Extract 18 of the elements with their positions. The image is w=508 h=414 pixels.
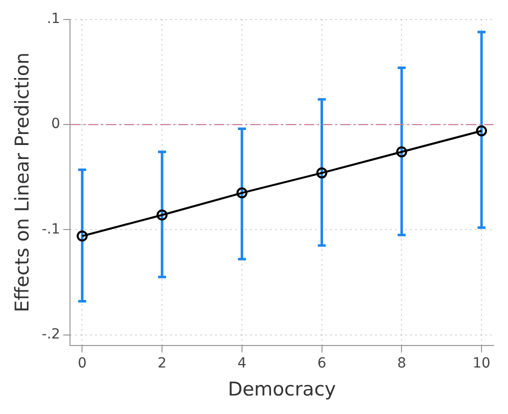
x-tick-label: 4: [237, 355, 246, 372]
point: [76, 230, 88, 242]
point: [156, 210, 168, 220]
x-tick-label: 8: [397, 355, 406, 372]
x-axis-title: Democracy: [228, 378, 336, 401]
y-tick-label: 0: [51, 116, 60, 132]
point: [396, 146, 408, 158]
x-tick-label: 6: [317, 355, 326, 372]
point: [236, 187, 248, 198]
y-tick-label: .1: [46, 11, 60, 28]
y-tick-label: -.2: [42, 326, 60, 343]
y-axis-title: Effects on Linear Prediction: [11, 52, 34, 312]
point: [476, 125, 488, 136]
x-tick-label: 10: [472, 355, 490, 372]
point: [316, 167, 328, 178]
x-tick-label: 0: [78, 355, 87, 372]
y-tick-label: -.1: [42, 221, 60, 238]
x-tick-label: 2: [158, 355, 167, 372]
